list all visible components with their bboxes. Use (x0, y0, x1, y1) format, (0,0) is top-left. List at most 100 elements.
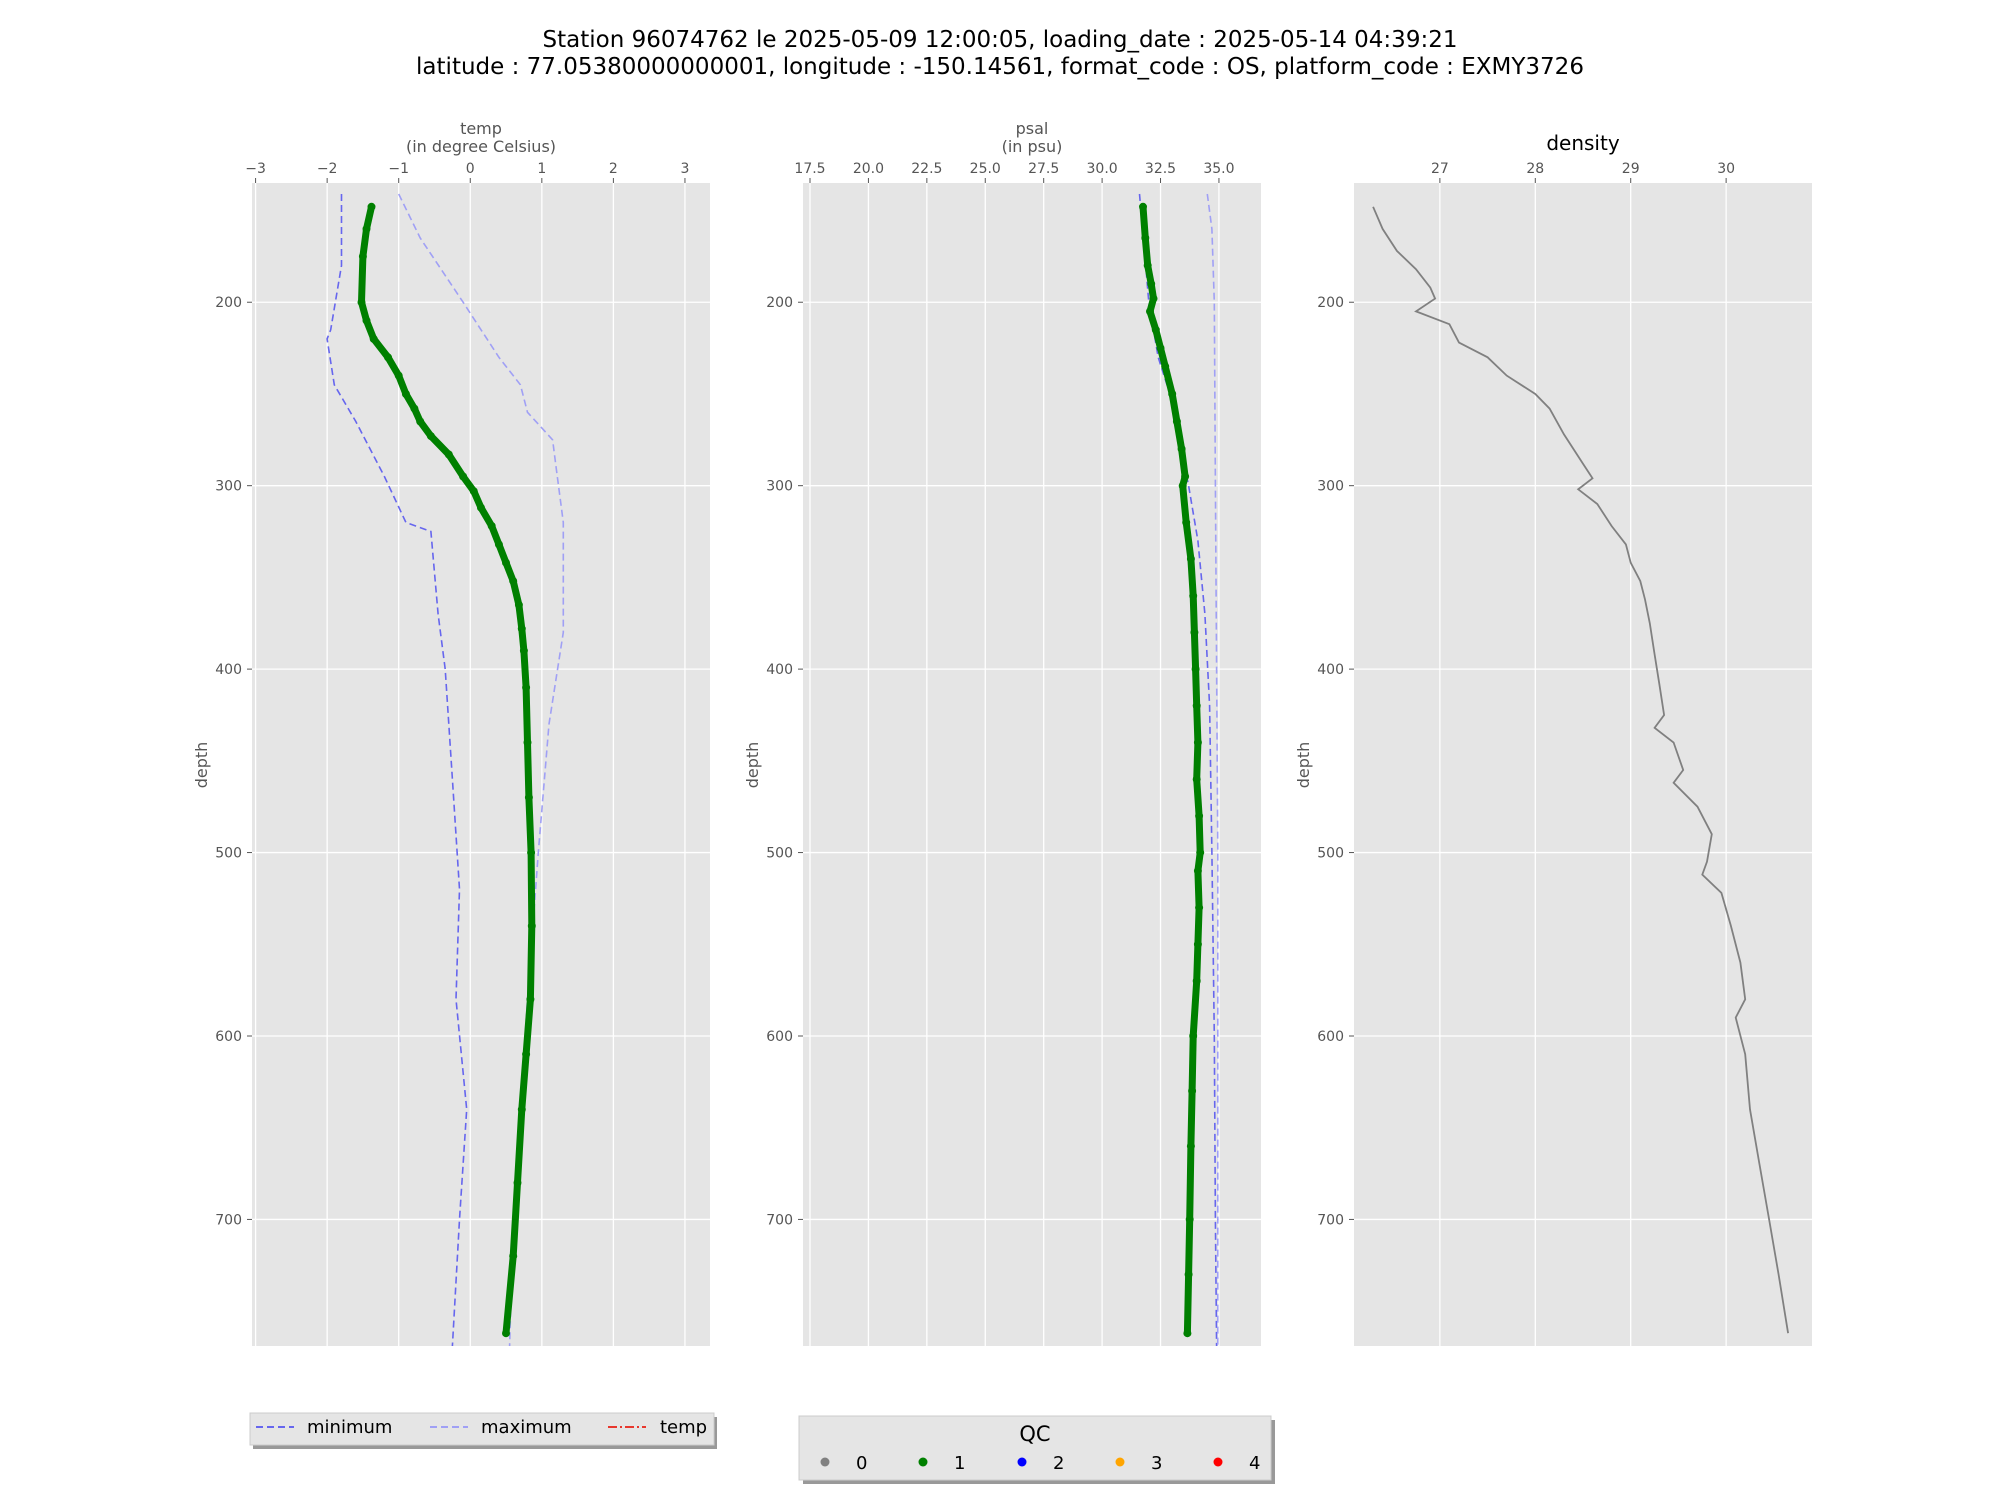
temp-temp-point-25 (524, 793, 533, 802)
density-ytick-label: 300 (1317, 479, 1344, 495)
psal-psal-point-2 (1143, 261, 1152, 270)
qc-legend-box (798, 1415, 1272, 1481)
temp-xticks: −3 −2 −1 0 1 2 3 (245, 161, 689, 183)
temp-temp-point-11 (426, 432, 435, 441)
temp-temp-point-16 (487, 522, 496, 530)
psal-maximum-line (1206, 193, 1219, 1346)
temp-temp-point-15 (477, 503, 485, 512)
temp-xtick-label: 0 (466, 161, 475, 177)
temp-xtick-label: 1 (537, 161, 546, 177)
psal-psal-point-6 (1151, 325, 1160, 334)
psal-psal-point-22 (1195, 811, 1204, 820)
psal-psal-point-17 (1190, 628, 1199, 637)
legend-qc4-marker (1213, 1457, 1223, 1467)
psal-psal-point-31 (1185, 1215, 1194, 1224)
legend-qc2-label: 2 (1053, 1453, 1064, 1474)
temp-xtick-label: −1 (388, 161, 409, 177)
density-ytick-label: 600 (1317, 1029, 1344, 1045)
psal-xtick-label: 20.0 (853, 161, 884, 177)
temp-temp-point-12 (444, 450, 453, 459)
legend-qc2-marker (1017, 1457, 1027, 1467)
temp-temp-point-7 (394, 371, 403, 380)
temp-ytick-label: 600 (215, 1029, 242, 1045)
density-title: density (1546, 131, 1619, 155)
temp-temp-point-8 (401, 390, 410, 398)
temp-temp-point-32 (509, 1252, 518, 1261)
psal-psal-point-4 (1149, 294, 1158, 303)
temp-temp-point-26 (527, 848, 536, 857)
lines-legend-box (249, 1412, 715, 1446)
temp-ytick-label: 200 (215, 295, 242, 311)
legend-qc4-label: 4 (1249, 1453, 1260, 1474)
density-xtick-label: 28 (1526, 161, 1544, 177)
density-gridlines (1354, 183, 1812, 1346)
psal-psal-point-10 (1172, 417, 1181, 426)
legend-qc3-marker (1115, 1457, 1125, 1467)
psal-psal-point-9 (1168, 390, 1177, 398)
temp-panel: −3 −2 −1 0 1 2 3 200 300 400 500 600 700 temp (in d… (192, 119, 710, 1347)
legend-qc1-marker (918, 1457, 928, 1467)
temp-ytick-label: 300 (215, 479, 242, 495)
temp-xtick-label: 2 (609, 161, 618, 177)
temp-minimum-line (326, 194, 468, 1347)
psal-xtick-label: 27.5 (1028, 161, 1059, 177)
psal-ytick-label: 600 (766, 1029, 793, 1045)
density-panel: 27 28 29 30 200 300 400 500 600 700 density dept… (1294, 131, 1812, 1346)
psal-psal-point-23 (1196, 848, 1205, 857)
psal-psal-point-8 (1161, 362, 1170, 371)
psal-psal-point-0 (1139, 202, 1147, 211)
density-plot-area (1354, 183, 1812, 1346)
psal-ytick-label: 300 (766, 479, 793, 495)
temp-temp-point-1 (362, 224, 371, 233)
psal-psal-point-24 (1193, 866, 1202, 875)
psal-psal-point-29 (1188, 1087, 1197, 1095)
legend-temp-label: temp (660, 1417, 707, 1438)
psal-psal-point-3 (1147, 279, 1156, 288)
temp-temp-point-33 (502, 1329, 510, 1338)
temp-temp-point-3 (357, 298, 366, 307)
temp-series (326, 193, 565, 1347)
legend-qc1-label: 1 (954, 1453, 965, 1474)
temp-maximum-line (397, 193, 565, 1347)
temp-temp-point-17 (494, 540, 503, 549)
psal-xtick-label: 32.5 (1145, 161, 1176, 177)
temp-xtick-label: −3 (245, 161, 266, 177)
density-yticks: 200 300 400 500 600 700 (1317, 295, 1354, 1228)
psal-panel: 17.5 20.0 22.5 25.0 27.5 30.0 32.5 35.0 200 300 4… (743, 119, 1261, 1347)
temp-temp-point-9 (410, 404, 419, 413)
psal-psal-point-27 (1192, 977, 1201, 985)
psal-psal-point-15 (1186, 555, 1195, 563)
psal-psal-point-28 (1189, 1032, 1198, 1040)
psal-psal-point-20 (1193, 738, 1202, 747)
lines-legend: minimum maximum temp (249, 1412, 717, 1449)
density-series (1372, 206, 1789, 1334)
temp-temp-point-21 (517, 624, 526, 633)
legend-maximum-label: maximum (481, 1417, 572, 1438)
temp-yticks: 200 300 400 500 600 700 (215, 295, 252, 1228)
density-ytick-label: 200 (1317, 295, 1344, 311)
legend-minimum-label: minimum (307, 1417, 392, 1438)
density-ytick-label: 500 (1317, 846, 1344, 862)
temp-temp-point-31 (513, 1178, 522, 1187)
psal-ytick-label: 400 (766, 662, 793, 678)
psal-psal-point-21 (1192, 775, 1201, 784)
psal-psal-qc-trace (1139, 203, 1204, 1337)
density-xtick-label: 29 (1622, 161, 1640, 177)
psal-psal-point-5 (1146, 307, 1154, 316)
density-density-line (1372, 206, 1789, 1334)
temp-temp-point-6 (384, 353, 392, 362)
temp-temp-point-22 (519, 646, 528, 655)
temp-temp-point-2 (358, 252, 367, 261)
psal-psal-point-13 (1178, 481, 1187, 490)
psal-minimum-line (1138, 193, 1218, 1347)
psal-psal-point-30 (1186, 1142, 1195, 1151)
psal-psal-point-25 (1195, 903, 1204, 912)
qc-legend-title: QC (1019, 1422, 1050, 1446)
psal-ytick-label: 700 (766, 1212, 793, 1228)
temp-temp-point-4 (362, 316, 371, 325)
density-xtick-label: 27 (1431, 161, 1449, 177)
psal-psal-point-7 (1156, 344, 1165, 353)
psal-xticks: 17.5 20.0 22.5 25.0 27.5 30.0 32.5 35.0 (794, 161, 1235, 183)
temp-temp-point-24 (523, 738, 532, 747)
